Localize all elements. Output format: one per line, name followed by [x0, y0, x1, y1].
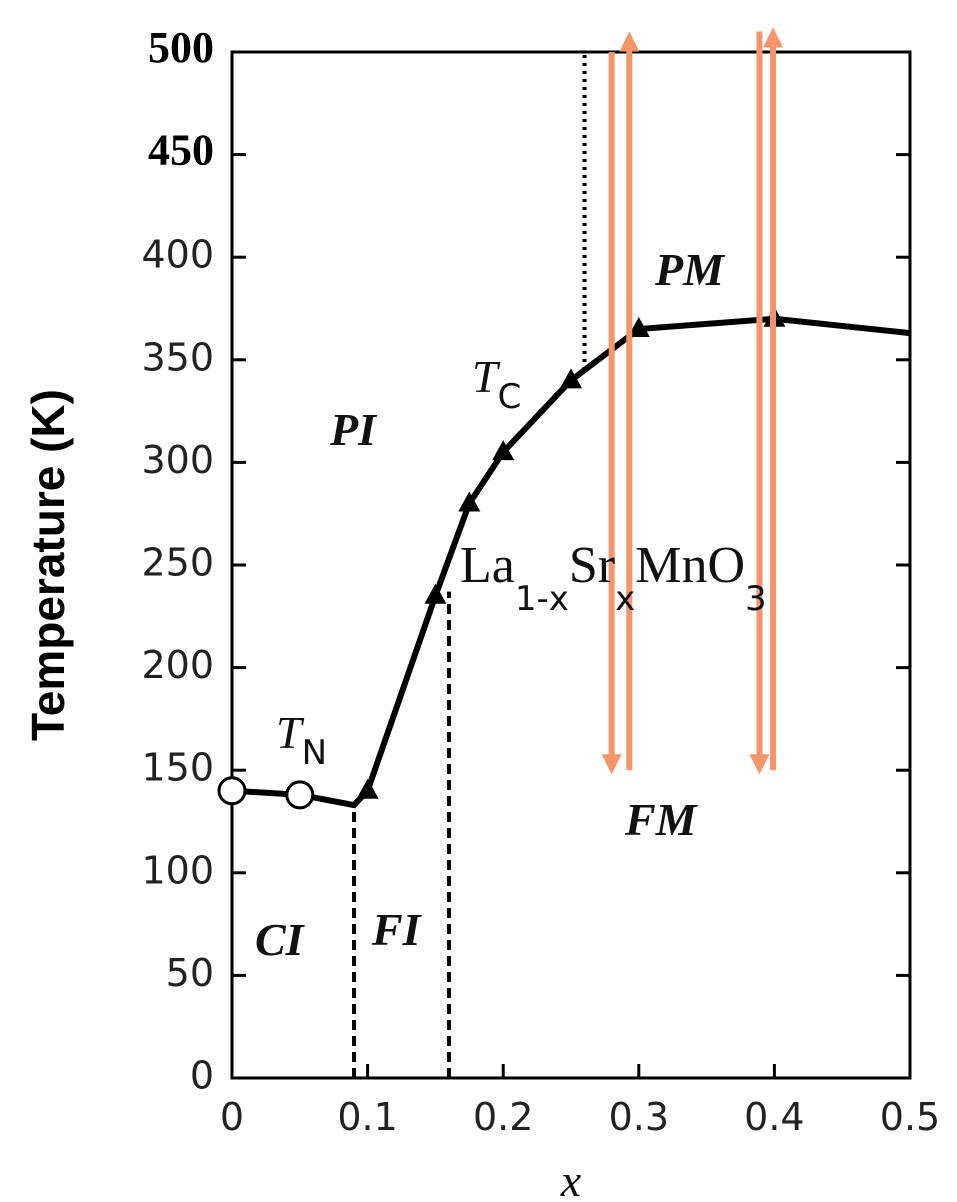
y-tick-label: 400 [141, 233, 214, 277]
marker [560, 368, 582, 389]
y-tick-label: 500 [148, 23, 214, 72]
x-tick-label: 0.4 [744, 1095, 804, 1139]
marker [424, 583, 447, 604]
annotation: PI [329, 404, 378, 455]
annotation: FI [371, 904, 423, 955]
marker [492, 440, 515, 461]
annotation-text: T [472, 351, 501, 402]
arrow-head [619, 31, 640, 52]
annotation: PM [654, 244, 726, 295]
annotation: TC [472, 351, 521, 417]
formula-part: MnO [635, 537, 745, 594]
marker [356, 778, 379, 799]
marker [627, 317, 650, 338]
arrow-head [601, 754, 622, 775]
annotation-sub: C [498, 377, 522, 417]
y-tick-label: 50 [166, 951, 214, 995]
marker [285, 780, 315, 810]
annotation-sub: N [302, 733, 327, 773]
formula-sub: x [615, 579, 635, 619]
formula-part: Sr [569, 537, 615, 594]
arrow-head [763, 27, 784, 48]
formula-part: La [460, 537, 515, 594]
y-tick-label: 200 [141, 643, 214, 687]
annotation: CI [255, 914, 306, 965]
marker [217, 776, 247, 806]
annotation-text: T [276, 707, 305, 758]
formula-sub: 1-x [515, 579, 569, 619]
x-tick-label: 0.1 [337, 1095, 397, 1139]
x-tick-label: 0.3 [609, 1095, 669, 1139]
annotation: TN [276, 707, 327, 773]
annotation-text: PI [329, 404, 378, 455]
annotation: FM [624, 794, 699, 845]
x-tick-label: 0.2 [473, 1095, 533, 1139]
arrow-head [749, 754, 770, 775]
x-tick-label: 0.5 [880, 1095, 940, 1139]
x-axis-label: x [560, 1155, 582, 1202]
y-tick-label: 300 [141, 438, 214, 482]
y-tick-label: 250 [141, 541, 214, 585]
annotation-text: FI [371, 904, 423, 955]
formula: La1-xSrxMnO3 [460, 537, 767, 619]
x-tick-label: 0 [220, 1095, 244, 1139]
y-tick-label: 0 [190, 1054, 214, 1098]
y-tick-label: 150 [141, 746, 214, 790]
formula-sub: 3 [745, 579, 767, 619]
annotation-text: FM [624, 794, 699, 845]
y-tick-label: 100 [141, 848, 214, 892]
y-axis-label: Temperature (K) [22, 389, 74, 741]
annotation-text: CI [255, 914, 306, 965]
y-tick-label: 450 [148, 126, 214, 175]
annotation-text: PM [654, 244, 726, 295]
y-tick-label: 350 [141, 335, 214, 379]
marker [458, 491, 481, 512]
